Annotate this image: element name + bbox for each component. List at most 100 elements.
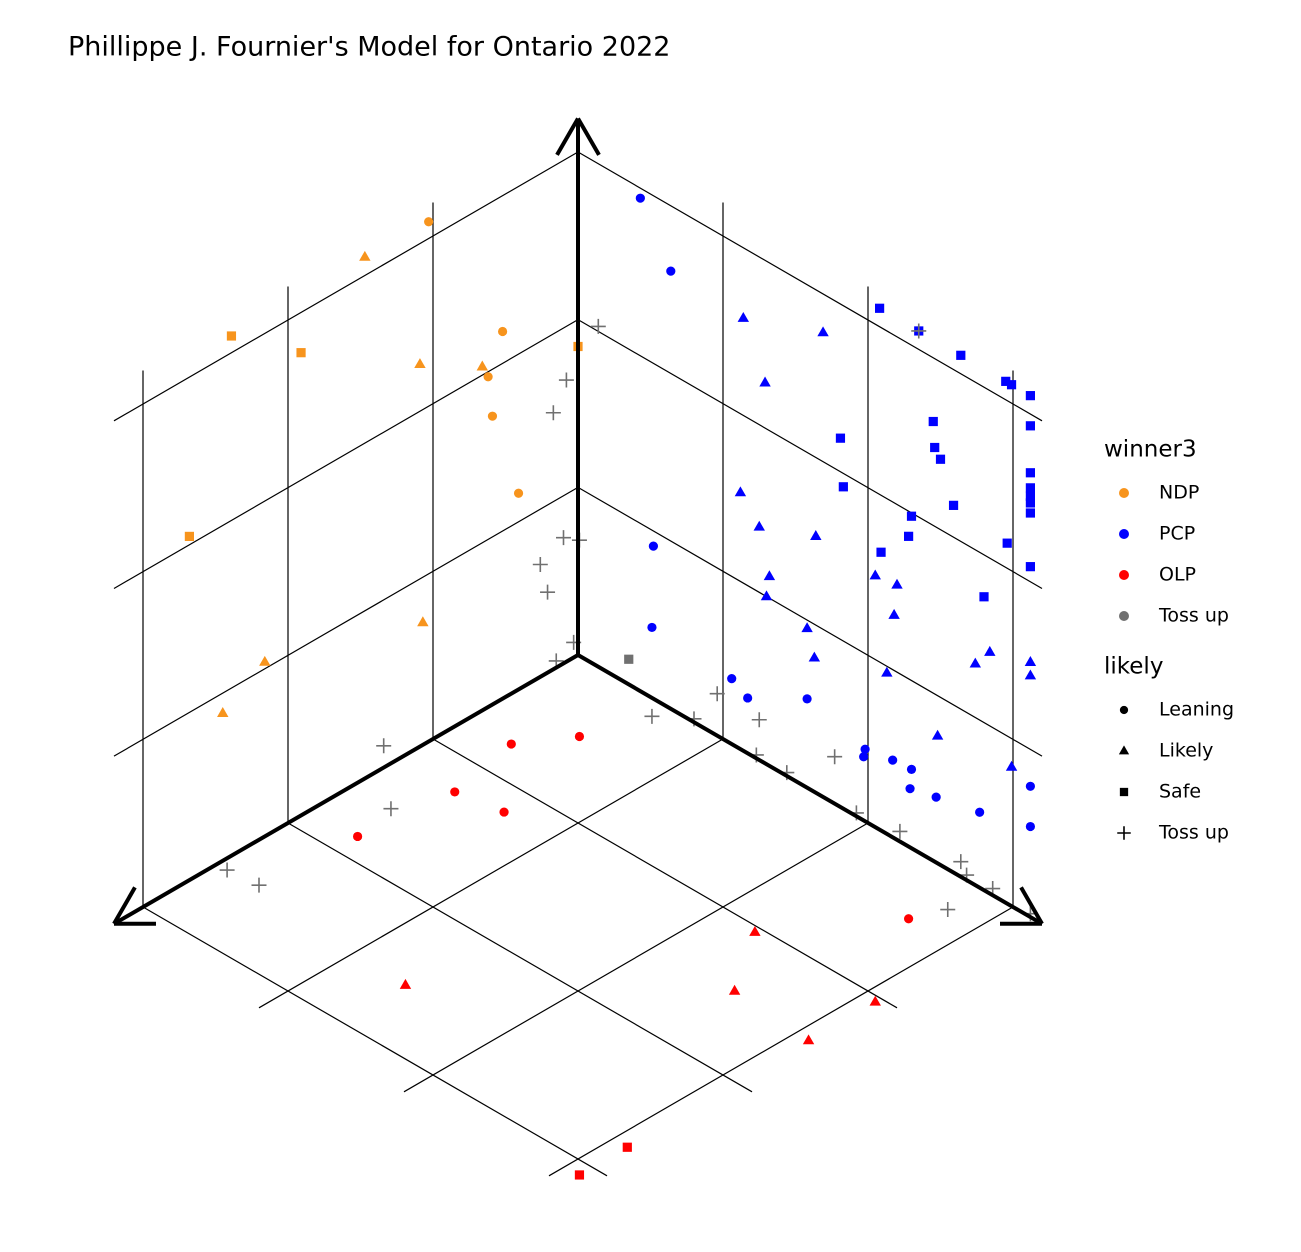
grid-line bbox=[113, 486, 579, 757]
point bbox=[513, 488, 524, 498]
point bbox=[184, 531, 194, 542]
point bbox=[624, 654, 634, 664]
grid-line bbox=[577, 486, 1043, 757]
point bbox=[1025, 498, 1035, 508]
point bbox=[648, 541, 659, 551]
point bbox=[881, 666, 893, 677]
point bbox=[759, 376, 771, 387]
legend-label: NDP bbox=[1159, 482, 1199, 504]
grid-line bbox=[258, 738, 724, 1009]
point bbox=[905, 784, 915, 794]
point bbox=[930, 442, 940, 453]
point bbox=[1025, 781, 1035, 791]
point bbox=[424, 217, 434, 227]
point bbox=[859, 752, 869, 762]
point bbox=[353, 831, 363, 842]
legend-item: Safe bbox=[1159, 781, 1201, 803]
point bbox=[743, 693, 753, 703]
legend-swatch bbox=[1117, 826, 1131, 840]
point bbox=[1001, 376, 1011, 386]
point bbox=[935, 454, 946, 464]
axis-arrow bbox=[576, 117, 601, 156]
grid-line bbox=[287, 822, 753, 1093]
point bbox=[296, 348, 306, 358]
point bbox=[827, 749, 843, 765]
point bbox=[802, 694, 812, 704]
point bbox=[891, 578, 903, 589]
point bbox=[817, 326, 829, 337]
legend-swatch bbox=[1119, 705, 1129, 715]
point bbox=[1006, 380, 1017, 390]
legend-label: OLP bbox=[1159, 564, 1196, 586]
point bbox=[931, 729, 944, 740]
point bbox=[635, 193, 645, 203]
axis-line bbox=[112, 653, 580, 926]
point bbox=[906, 511, 917, 521]
point bbox=[1002, 538, 1012, 548]
point bbox=[728, 984, 741, 995]
point bbox=[1025, 562, 1035, 572]
point bbox=[979, 592, 989, 602]
point bbox=[953, 854, 969, 870]
point bbox=[860, 744, 870, 754]
point bbox=[760, 590, 773, 601]
point bbox=[835, 433, 846, 443]
point bbox=[869, 995, 881, 1006]
chart-title: Phillippe J. Fournier's Model for Ontari… bbox=[68, 32, 671, 63]
point bbox=[876, 547, 886, 557]
point bbox=[810, 530, 822, 540]
legend-swatch bbox=[1119, 488, 1129, 498]
legend-label: Toss up bbox=[1158, 822, 1229, 844]
point bbox=[1025, 421, 1035, 431]
point bbox=[540, 584, 556, 600]
point bbox=[928, 416, 938, 427]
grid-line bbox=[403, 822, 869, 1093]
legend-title: winner3 bbox=[1104, 437, 1197, 463]
point bbox=[622, 1142, 632, 1152]
legend-item: OLP bbox=[1119, 564, 1196, 586]
point bbox=[751, 712, 767, 728]
point bbox=[911, 323, 927, 339]
point bbox=[487, 411, 498, 421]
legend-label: Leaning bbox=[1159, 699, 1234, 721]
grid-line bbox=[432, 738, 898, 1009]
legend-swatch bbox=[1119, 611, 1129, 621]
legend-item: Toss up bbox=[1158, 822, 1229, 844]
point bbox=[644, 708, 660, 724]
legend-item: PCP bbox=[1119, 523, 1195, 545]
point bbox=[802, 1034, 815, 1045]
point bbox=[734, 486, 747, 497]
point bbox=[737, 311, 750, 322]
point bbox=[359, 250, 371, 261]
point bbox=[906, 764, 917, 774]
point bbox=[808, 651, 821, 662]
point bbox=[647, 622, 657, 633]
point bbox=[498, 326, 508, 337]
point bbox=[259, 655, 271, 666]
point bbox=[763, 570, 776, 581]
legend-item: Leaning bbox=[1159, 699, 1234, 721]
point bbox=[251, 877, 267, 893]
point bbox=[753, 520, 765, 531]
point bbox=[892, 823, 908, 839]
legend-item: NDP bbox=[1119, 482, 1199, 504]
point bbox=[931, 792, 941, 802]
point bbox=[838, 482, 848, 492]
point bbox=[904, 531, 914, 541]
legend-swatch bbox=[1118, 745, 1130, 755]
point bbox=[545, 405, 561, 421]
grid-line bbox=[577, 319, 1043, 589]
point bbox=[956, 350, 966, 360]
point bbox=[1025, 483, 1035, 493]
point bbox=[975, 807, 985, 817]
point bbox=[590, 318, 606, 334]
point bbox=[1024, 669, 1037, 680]
legend-title: likely bbox=[1104, 654, 1163, 680]
point bbox=[499, 807, 509, 817]
point bbox=[556, 530, 571, 546]
point bbox=[532, 557, 548, 573]
axis-arrow bbox=[555, 117, 580, 156]
point bbox=[666, 266, 676, 276]
point bbox=[1025, 491, 1035, 501]
